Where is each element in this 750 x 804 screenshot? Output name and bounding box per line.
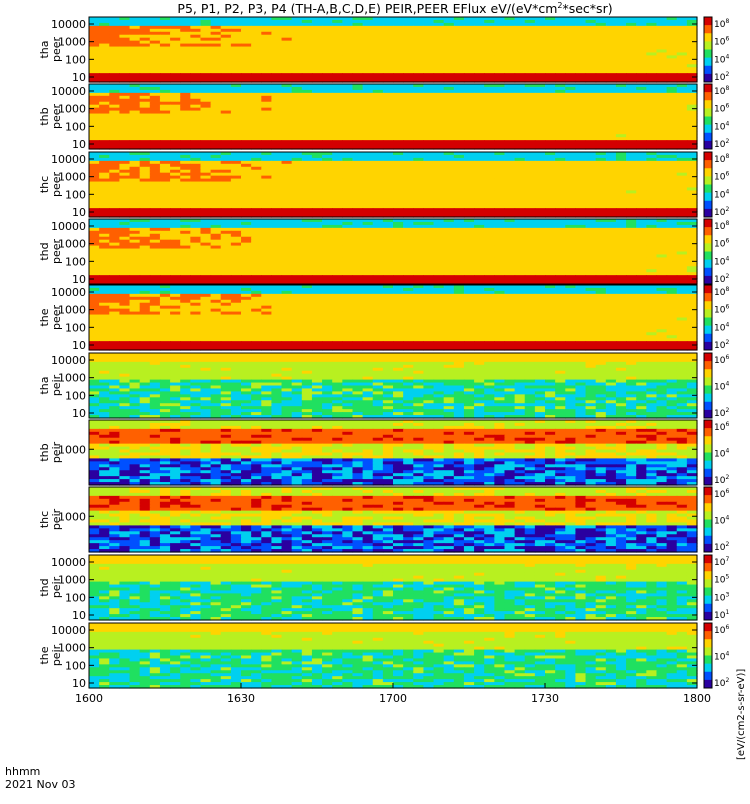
colorbar-tick-exponent: 6 xyxy=(725,103,729,110)
colorbar-segment xyxy=(704,160,712,165)
colorbar-tick-label: 106 xyxy=(714,36,729,48)
figure-title-main: P5, P1, P2, P3, P4 (TH-A,B,C,D,E) PEIR,P… xyxy=(177,1,557,16)
colorbar-segment xyxy=(704,168,712,173)
y-tick-label: 100 xyxy=(65,120,86,133)
colorbar-tick-exponent: 6 xyxy=(725,171,729,178)
colorbar-segment xyxy=(704,176,712,181)
colorbar-segment xyxy=(704,117,712,122)
colorbar-tick-exponent: 8 xyxy=(725,85,729,92)
colorbar-segment xyxy=(704,29,712,34)
colorbar-tick-exponent: 6 xyxy=(725,36,729,43)
colorbar-segment xyxy=(704,112,712,117)
y-tick-label: 100 xyxy=(65,53,86,66)
y-tick-label: 10 xyxy=(72,71,86,84)
colorbar-tick-label: 102 xyxy=(714,138,729,150)
panel-product-label: peer xyxy=(50,37,63,63)
colorbar-tick-label: 102 xyxy=(714,71,729,83)
colorbar-segment xyxy=(704,96,712,101)
colorbar-segment xyxy=(704,152,712,157)
time-label-line1: hhmm xyxy=(5,765,40,778)
colorbar-segment xyxy=(704,74,712,79)
colorbar-segment xyxy=(704,17,712,22)
colorbar-segment xyxy=(704,156,712,161)
colorbar-tick-exponent: 8 xyxy=(725,153,729,160)
colorbar-tick-label: 106 xyxy=(714,171,729,183)
colorbar-segment xyxy=(704,141,712,146)
colorbar-tick-label: 104 xyxy=(714,53,729,65)
colorbar-segment xyxy=(704,62,712,67)
colorbar-segment xyxy=(704,50,712,55)
colorbar-tick-exponent: 4 xyxy=(725,120,729,127)
colorbar-segment xyxy=(704,137,712,142)
colorbar-tick-label: 102 xyxy=(714,206,729,218)
colorbar-segment xyxy=(704,197,712,202)
colorbar-segment xyxy=(704,37,712,42)
colorbar-tick-exponent: 2 xyxy=(725,206,729,213)
colorbar-segment xyxy=(704,108,712,113)
colorbar-tick-label: 108 xyxy=(714,18,729,30)
colorbar-segment xyxy=(704,21,712,26)
colorbar-segment xyxy=(704,41,712,46)
colorbar-segment xyxy=(704,66,712,71)
colorbar-segment xyxy=(704,193,712,198)
colorbar-segment xyxy=(704,92,712,97)
colorbar-tick-label: 104 xyxy=(714,120,729,132)
colorbar-tick-label: 104 xyxy=(714,188,729,200)
figure-title-tail: *sec*sr) xyxy=(562,1,612,16)
figure-title: P5, P1, P2, P3, P4 (TH-A,B,C,D,E) PEIR,P… xyxy=(177,1,612,16)
colorbar-segment xyxy=(704,45,712,50)
colorbar-tick-exponent: 2 xyxy=(725,71,729,78)
colorbar-tick-label: 106 xyxy=(714,103,729,115)
colorbar-tick-exponent: 4 xyxy=(725,188,729,195)
colorbar-segment xyxy=(704,25,712,30)
colorbar-segment xyxy=(704,209,712,214)
y-tick-label: 10000 xyxy=(51,153,86,166)
panel-product-label: peer xyxy=(50,172,63,198)
colorbar-segment xyxy=(704,100,712,105)
colorbar-segment xyxy=(704,125,712,130)
y-tick-label: 10 xyxy=(72,138,86,151)
y-tick-label: 10000 xyxy=(51,18,86,31)
colorbar-segment xyxy=(704,54,712,59)
colorbar-segment xyxy=(704,84,712,89)
colorbar-segment xyxy=(704,205,712,210)
y-tick-label: 10 xyxy=(72,206,86,219)
colorbar-segment xyxy=(704,172,712,177)
colorbar-segment xyxy=(704,185,712,190)
colorbar-tick-exponent: 8 xyxy=(725,18,729,25)
colorbar-segment xyxy=(704,189,712,194)
y-tick-label: 10000 xyxy=(51,85,86,98)
colorbar-segment xyxy=(704,133,712,138)
colorbar-segment xyxy=(704,88,712,93)
colorbar-segment xyxy=(704,201,712,206)
colorbar-segment xyxy=(704,70,712,75)
colorbar-segment xyxy=(704,121,712,126)
time-label-line2: 2021 Nov 03 xyxy=(5,778,75,791)
y-tick-label: 100 xyxy=(65,188,86,201)
colorbar-segment xyxy=(704,104,712,109)
panel-product-label: peer xyxy=(50,104,63,130)
colorbar-tick-exponent: 2 xyxy=(725,138,729,145)
colorbar-tick-label: 108 xyxy=(714,153,729,165)
colorbar-tick-label: 108 xyxy=(714,85,729,97)
colorbar-unit-label: [eV/(cm2-s-sr-eV)] xyxy=(736,669,747,760)
colorbar-segment xyxy=(704,180,712,185)
colorbar-segment xyxy=(704,33,712,38)
colorbar-segment xyxy=(704,129,712,134)
colorbar-tick-exponent: 4 xyxy=(725,53,729,60)
colorbar-segment xyxy=(704,58,712,63)
colorbar-segment xyxy=(704,164,712,169)
